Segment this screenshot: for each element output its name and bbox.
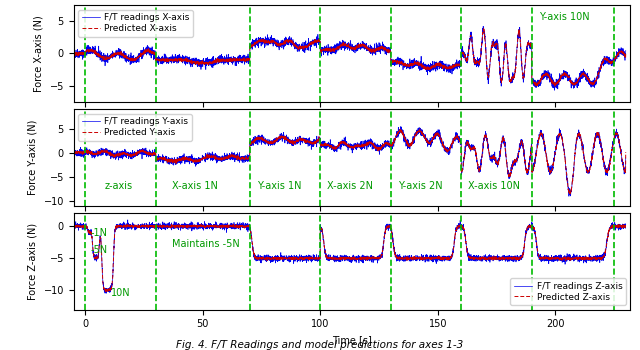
Predicted Z-axis xyxy=(102,287,109,291)
Predicted Z-axis xyxy=(70,223,77,227)
Predicted Y-axis xyxy=(210,155,218,159)
Predicted Y-axis xyxy=(416,127,424,131)
Predicted Z-axis xyxy=(113,225,120,230)
F/T readings X-axis xyxy=(550,88,558,92)
Line: Predicted Y-axis: Predicted Y-axis xyxy=(74,129,626,194)
F/T readings Y-axis xyxy=(565,194,573,198)
F/T readings Y-axis xyxy=(621,169,629,173)
F/T readings Y-axis xyxy=(622,156,630,160)
F/T readings X-axis xyxy=(621,53,629,57)
F/T readings Y-axis xyxy=(397,124,404,128)
F/T readings Z-axis xyxy=(102,291,109,295)
Text: z-axis: z-axis xyxy=(104,181,132,191)
Predicted X-axis xyxy=(622,52,630,56)
Predicted X-axis xyxy=(480,26,488,30)
X-axis label: Time [s]: Time [s] xyxy=(332,335,372,345)
F/T readings Y-axis xyxy=(113,152,120,156)
Predicted Y-axis xyxy=(215,157,223,161)
F/T readings Z-axis xyxy=(102,291,110,295)
F/T readings X-axis xyxy=(364,48,371,52)
Predicted Y-axis xyxy=(102,149,109,153)
Predicted Z-axis xyxy=(622,224,630,228)
Text: Y-axis 10N: Y-axis 10N xyxy=(539,12,589,22)
F/T readings Z-axis xyxy=(215,224,223,228)
Predicted Y-axis xyxy=(113,153,120,157)
F/T readings Z-axis xyxy=(364,257,372,261)
Text: Maintains -5N: Maintains -5N xyxy=(172,239,240,249)
Y-axis label: Force Y-axis (N): Force Y-axis (N) xyxy=(28,120,38,195)
F/T readings X-axis xyxy=(113,52,120,56)
Legend: F/T readings Y-axis, Predicted Y-axis: F/T readings Y-axis, Predicted Y-axis xyxy=(78,114,192,141)
Predicted X-axis xyxy=(364,47,371,51)
F/T readings X-axis xyxy=(622,48,630,52)
F/T readings X-axis xyxy=(70,50,77,54)
Text: Y-axis 2N: Y-axis 2N xyxy=(398,181,442,191)
Predicted X-axis xyxy=(621,55,629,59)
F/T readings Z-axis xyxy=(113,225,120,229)
Line: Predicted X-axis: Predicted X-axis xyxy=(74,28,626,86)
Y-axis label: Force Z-axis (N): Force Z-axis (N) xyxy=(28,223,38,300)
F/T readings Y-axis xyxy=(210,157,218,161)
F/T readings Y-axis xyxy=(364,139,371,144)
F/T readings Y-axis xyxy=(102,152,109,156)
Predicted Y-axis xyxy=(566,191,574,196)
Line: F/T readings Z-axis: F/T readings Z-axis xyxy=(74,220,626,293)
Predicted Z-axis xyxy=(211,223,218,228)
Text: Fig. 4. F/T Readings and model predictions for axes 1-3: Fig. 4. F/T Readings and model predictio… xyxy=(177,340,463,350)
Predicted Z-axis xyxy=(364,256,372,260)
Predicted Y-axis xyxy=(621,169,629,173)
F/T readings Z-axis xyxy=(124,218,132,222)
Predicted Y-axis xyxy=(622,150,630,154)
Predicted Y-axis xyxy=(70,150,77,155)
Line: F/T readings Y-axis: F/T readings Y-axis xyxy=(74,126,626,196)
Text: -1N: -1N xyxy=(90,228,107,238)
F/T readings Z-axis xyxy=(622,222,630,226)
Predicted Z-axis xyxy=(621,225,629,229)
Text: X-axis 2N: X-axis 2N xyxy=(327,181,373,191)
F/T readings Z-axis xyxy=(621,226,629,230)
F/T readings X-axis xyxy=(215,54,223,58)
F/T readings Z-axis xyxy=(70,226,77,231)
Predicted X-axis xyxy=(210,58,218,62)
Predicted Z-axis xyxy=(104,289,111,294)
Text: X-axis 10N: X-axis 10N xyxy=(468,181,520,191)
Predicted X-axis xyxy=(551,84,559,88)
Text: X-axis 1N: X-axis 1N xyxy=(172,181,218,191)
Line: F/T readings X-axis: F/T readings X-axis xyxy=(74,26,626,90)
Predicted X-axis xyxy=(113,51,120,55)
Line: Predicted Z-axis: Predicted Z-axis xyxy=(74,224,626,292)
F/T readings Y-axis xyxy=(70,147,77,152)
Predicted X-axis xyxy=(102,58,109,62)
Text: 10N: 10N xyxy=(111,288,131,298)
F/T readings X-axis xyxy=(210,58,218,62)
Text: -5N: -5N xyxy=(90,245,107,255)
F/T readings X-axis xyxy=(479,24,487,28)
Predicted X-axis xyxy=(215,58,223,63)
Predicted X-axis xyxy=(70,51,77,56)
Predicted Z-axis xyxy=(215,225,223,229)
Legend: F/T readings X-axis, Predicted X-axis: F/T readings X-axis, Predicted X-axis xyxy=(78,10,193,37)
Y-axis label: Force X-axis (N): Force X-axis (N) xyxy=(34,15,44,92)
F/T readings Z-axis xyxy=(211,224,218,228)
F/T readings X-axis xyxy=(102,59,109,63)
Legend: F/T readings Z-axis, Predicted Z-axis: F/T readings Z-axis, Predicted Z-axis xyxy=(510,278,626,305)
Predicted Y-axis xyxy=(364,140,371,145)
F/T readings Y-axis xyxy=(215,156,223,161)
Text: Y-axis 1N: Y-axis 1N xyxy=(257,181,301,191)
Predicted Z-axis xyxy=(211,222,219,226)
